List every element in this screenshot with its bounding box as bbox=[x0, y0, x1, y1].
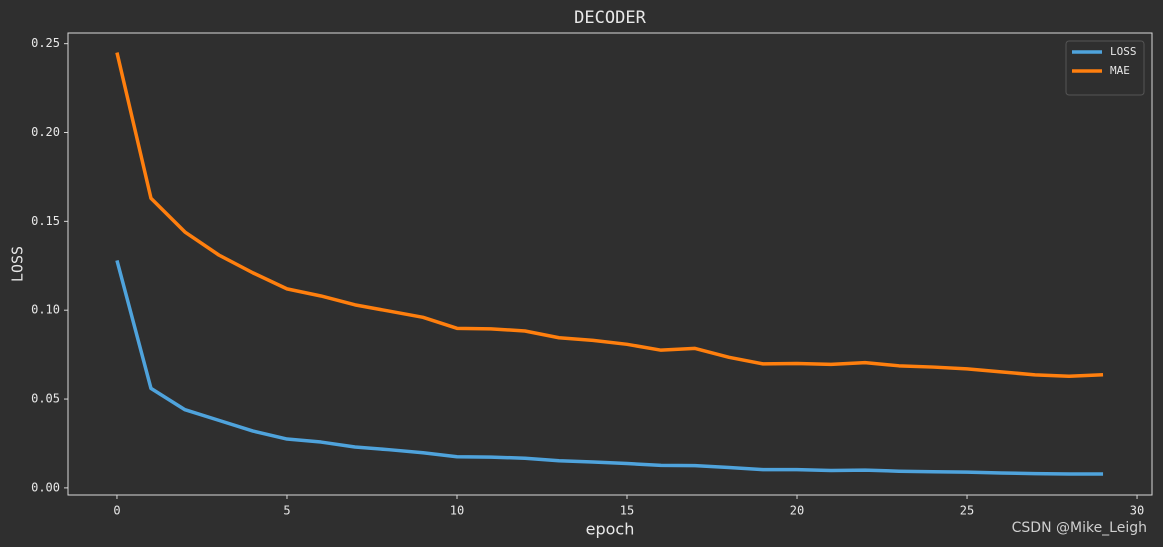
x-tick-label: 5 bbox=[283, 504, 290, 518]
y-tick-label: 0.05 bbox=[31, 392, 60, 406]
legend-box bbox=[1065, 40, 1145, 96]
y-tick-label: 0.25 bbox=[31, 36, 60, 50]
x-axis-label: epoch bbox=[586, 520, 635, 539]
x-tick-label: 15 bbox=[620, 504, 634, 518]
y-tick-label: 0.10 bbox=[31, 303, 60, 317]
y-tick-label: 0.20 bbox=[31, 125, 60, 139]
x-tick-label: 10 bbox=[450, 504, 464, 518]
chart-title: DECODER bbox=[574, 8, 646, 28]
series-line bbox=[115, 52, 1104, 379]
legend-label: MAE bbox=[1110, 64, 1130, 77]
axes-frame bbox=[67, 32, 1153, 496]
x-tick-label: 0 bbox=[113, 504, 120, 518]
x-tick-label: 25 bbox=[960, 504, 974, 518]
x-tick-label: 30 bbox=[1130, 504, 1144, 518]
y-axis-label: LOSS bbox=[9, 246, 27, 282]
series-line bbox=[115, 259, 1104, 476]
y-tick-label: 0.15 bbox=[31, 214, 60, 228]
watermark: CSDN @Mike_Leigh bbox=[1012, 520, 1147, 536]
y-tick-label: 0.00 bbox=[31, 480, 60, 494]
x-tick-label: 20 bbox=[790, 504, 804, 518]
legend-label: LOSS bbox=[1110, 45, 1137, 58]
